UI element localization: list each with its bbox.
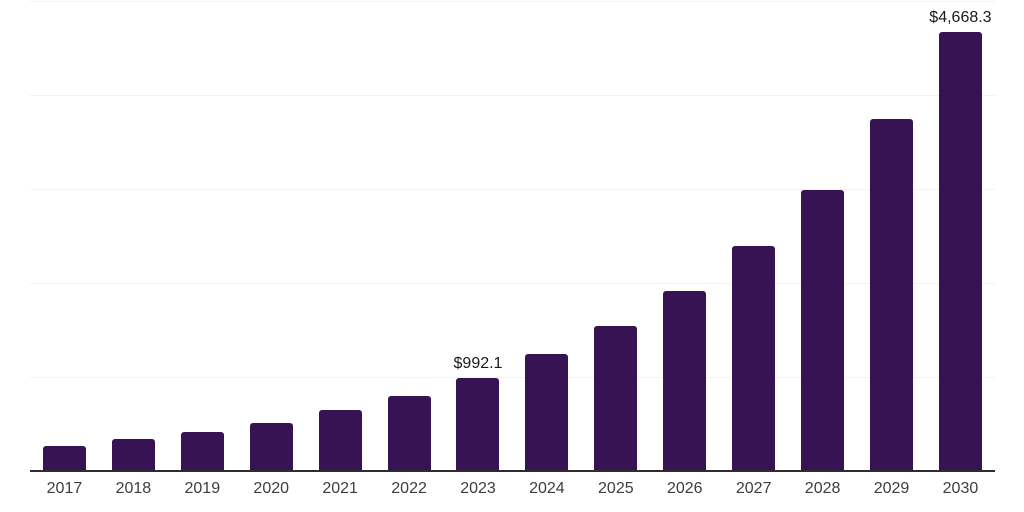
x-tick-2030: 2030 [942,480,979,497]
x-tick-2020: 2020 [253,480,290,497]
x-tick-2028: 2028 [804,480,841,497]
bar-cell-2029 [857,1,926,471]
x-tick-2025: 2025 [598,480,634,497]
bar-2023: $992.1 [454,355,502,471]
x-axis-labels: 2017 2018 2019 2020 2021 2022 2023 2024 2025 2026… [30,480,995,498]
bar-cell-2024 [512,1,581,471]
x-tick-2029: 2029 [873,480,910,497]
x-tick-2017: 2017 [46,480,83,497]
bar-2019 [180,432,224,471]
bars-layer: $992.1 $4,668.3 [30,1,995,471]
x-tick-2023: 2023 [460,480,496,497]
x-tick-2019: 2019 [184,480,221,497]
bar-2029 [870,119,914,471]
x-tick-2021: 2021 [322,480,358,497]
bar-cell-2026 [650,1,719,471]
gridline-5000 [30,1,995,2]
bar-2026 [663,290,707,471]
bar-2018 [111,438,155,471]
x-tick-2022: 2022 [391,480,427,497]
gridline-1000 [30,377,995,378]
bar-2030: $4,668.3 [929,9,992,471]
bar-cell-2021 [306,1,375,471]
x-tick-2026: 2026 [666,480,703,497]
bar-2024 [525,354,569,471]
plot-area: $992.1 $4,668.3 [30,1,995,471]
bar-cell-2022 [375,1,444,471]
bar-cell-2020 [237,1,306,471]
bar-2017 [42,445,86,471]
bar-2020 [249,422,293,471]
bar-cell-2018 [99,1,168,471]
bar-cell-2030: $4,668.3 [926,1,995,471]
bar-cell-2025 [581,1,650,471]
bar-2028 [801,189,845,471]
data-label-2030: $4,668.3 [929,9,992,27]
bar-cell-2027 [719,1,788,471]
bar-2025 [594,326,638,471]
bar-2027 [732,246,776,471]
bar-cell-2028 [788,1,857,471]
bar-2022 [387,395,431,471]
x-tick-2024: 2024 [529,480,565,497]
bar-2021 [318,409,362,471]
gridline-2000 [30,283,995,284]
bar-cell-2019 [168,1,237,471]
gridline-4000 [30,95,995,96]
x-axis-line [30,470,995,472]
x-tick-2018: 2018 [115,480,152,497]
data-label-2023: $992.1 [453,354,503,372]
bar-cell-2023: $992.1 [444,1,513,471]
bar-cell-2017 [30,1,99,471]
gridline-3000 [30,189,995,190]
x-tick-2027: 2027 [735,480,772,497]
